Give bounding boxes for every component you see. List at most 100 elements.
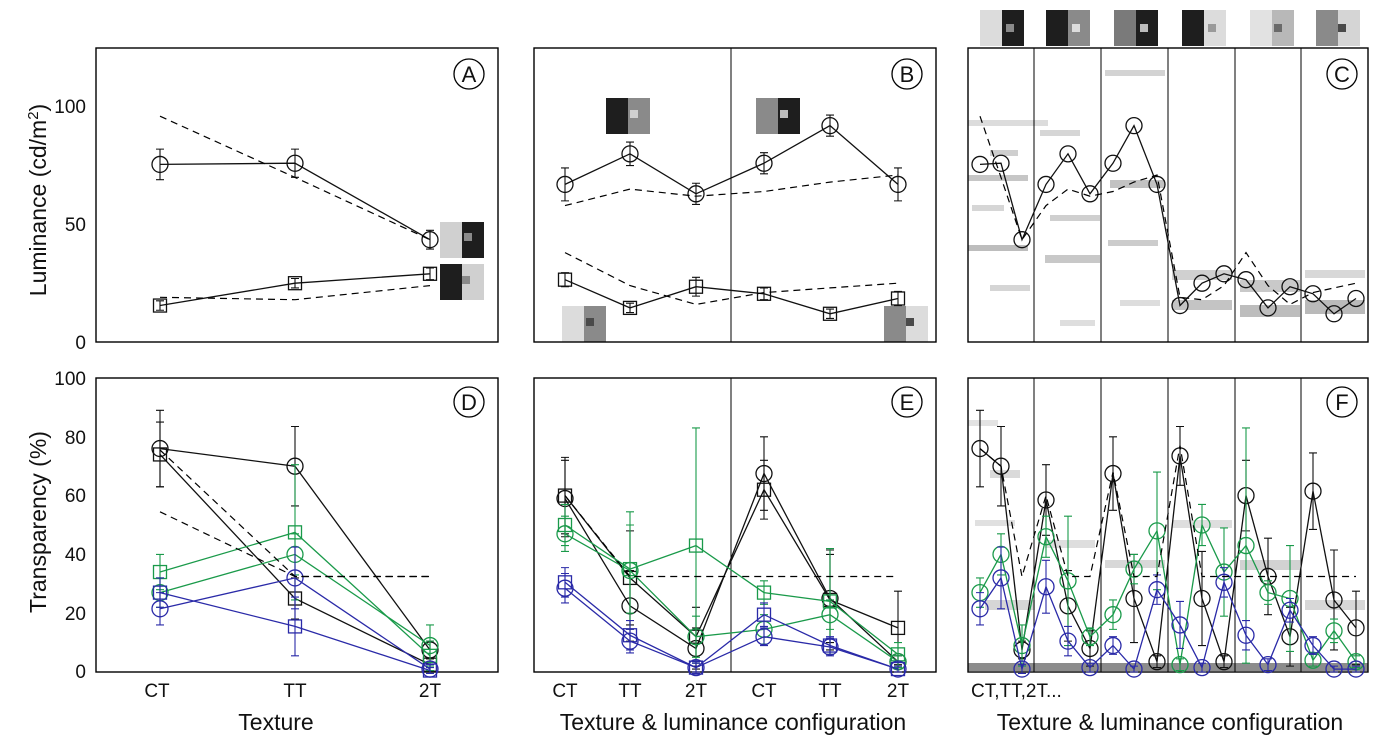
series-line-e-3 [564,524,899,655]
error-bar-f-2-12 [1242,620,1250,651]
marker-circle-f-1-13 [1259,583,1277,602]
series-line-f-3 [979,445,1356,578]
error-bar-f-2-2 [1018,664,1026,675]
error-bar-f-1-9 [1176,658,1184,672]
marker-circle-a-0-2 [421,231,439,249]
marker-square-d-5-1 [287,619,303,634]
error-bar-f-2-4 [1064,625,1072,657]
marker-circle-f-1-2 [1013,636,1031,655]
error-bar-f-2-10 [1198,662,1206,673]
series-line-f-2 [979,576,1356,672]
error-bar-f-2-17 [1352,665,1360,673]
marker-circle-f-1-16 [1325,622,1343,640]
marker-square-b-1-1 [622,300,638,316]
marker-square-a-1-0 [152,298,168,313]
luminance-label-sup: 2 [25,111,42,119]
xtick-e-2t-1: 2T [685,681,708,702]
error-bar-b-0-2 [692,182,700,205]
marker-square-e-1-0 [557,488,573,503]
error-bar-f-2-9 [1176,600,1184,650]
error-bar-e-5-5 [894,665,902,673]
marker-square-a-1-1 [287,276,303,291]
marker-circle-f-2-2 [1013,660,1031,678]
marker-circle-c-0-17 [1347,289,1365,308]
marker-circle-c-0-16 [1325,305,1343,323]
error-bar-d-5-1 [291,596,299,657]
marker-circle-d-4-1 [286,569,304,587]
marker-square-e-5-4 [822,638,838,653]
marker-circle-f-2-14 [1281,601,1299,619]
error-bar-f-2-16 [1330,665,1338,673]
marker-square-b-1-3 [756,286,772,301]
error-bar-b-1-1 [626,302,634,314]
marker-circle-c-0-15 [1304,285,1322,303]
error-bar-f-2-15 [1309,636,1317,655]
error-bar-f-0-9 [1176,425,1184,486]
marker-circle-f-1-5 [1081,628,1099,646]
ytick-top-0: 0 [75,333,86,354]
marker-circle-f-1-3 [1037,528,1055,546]
x-axis-label-config-e: Texture & luminance configuration [560,709,906,735]
series-line-a-3 [159,285,431,301]
panel-d-frame [95,377,499,673]
error-bar-f-1-6 [1109,599,1117,630]
error-bar-a-1-0 [156,300,164,311]
marker-circle-e-4-3 [755,628,773,646]
series-line-b-3 [564,252,899,306]
luminance-label-main: Luminance (cd/m [25,120,51,296]
ytick-top-100: 100 [54,97,86,118]
marker-circle-f-2-15 [1304,636,1322,655]
xtick-d-2t: 2T [419,681,442,702]
series-line-e-5 [564,581,899,670]
series-line-e-6 [564,495,898,578]
error-bar-f-2-11 [1220,567,1228,598]
panel-letter-b: B [891,58,923,90]
x-axis-label-texture: Texture [238,709,313,735]
panel-b-frame [533,47,937,343]
marker-square-e-5-3 [756,607,772,622]
series-line-e-4 [564,587,899,670]
marker-circle-f-1-6 [1104,606,1122,624]
series-line-e-0 [564,471,899,663]
marker-circle-f-0-10 [1193,589,1211,608]
panel-letter-d: D [453,386,485,418]
error-bar-f-0-11 [1220,655,1228,669]
marker-circle-f-1-9 [1171,656,1189,674]
marker-circle-f-1-4 [1059,572,1077,590]
marker-circle-e-4-2 [687,658,705,677]
marker-circle-f-2-4 [1059,632,1077,650]
marker-circle-c-0-10 [1193,274,1211,292]
error-bar-b-0-4 [826,114,834,137]
svg-text:B: B [900,62,915,87]
marker-circle-c-0-5 [1081,185,1099,203]
marker-circle-b-0-3 [755,154,773,172]
marker-circle-f-2-6 [1104,636,1122,655]
marker-circle-f-0-7 [1125,589,1143,608]
marker-circle-f-0-6 [1104,464,1122,483]
error-bar-e-3-1 [626,524,634,614]
svg-text:A: A [462,62,477,87]
xtick-f-label: CT,TT,2T... [971,681,1062,702]
panel-c-background-pattern [968,70,1365,326]
svg-text:D: D [461,390,477,415]
error-bar-f-1-10 [1198,503,1206,547]
error-bar-e-5-0 [561,567,569,598]
marker-circle-c-0-7 [1125,116,1143,135]
marker-square-e-5-5 [890,661,906,677]
ytick-bottom-40: 40 [65,545,86,566]
error-bar-f-1-8 [1153,471,1161,591]
data-marks [151,114,1365,678]
error-bar-d-5-2 [426,667,434,675]
error-bar-f-2-6 [1109,636,1117,655]
marker-circle-f-2-3 [1037,578,1055,596]
marker-circle-e-4-5 [889,660,907,678]
xtick-e-tt-1: TT [618,681,642,702]
marker-circle-c-0-0 [971,155,989,174]
marker-circle-f-0-3 [1037,491,1055,509]
xtick-e-ct-2: CT [751,681,777,702]
error-bar-f-1-5 [1086,627,1094,647]
error-bar-f-2-1 [997,546,1005,610]
error-bar-e-5-3 [760,602,768,627]
marker-circle-f-2-0 [971,600,989,618]
panel-c-stimulus-thumbnails [980,10,1360,46]
